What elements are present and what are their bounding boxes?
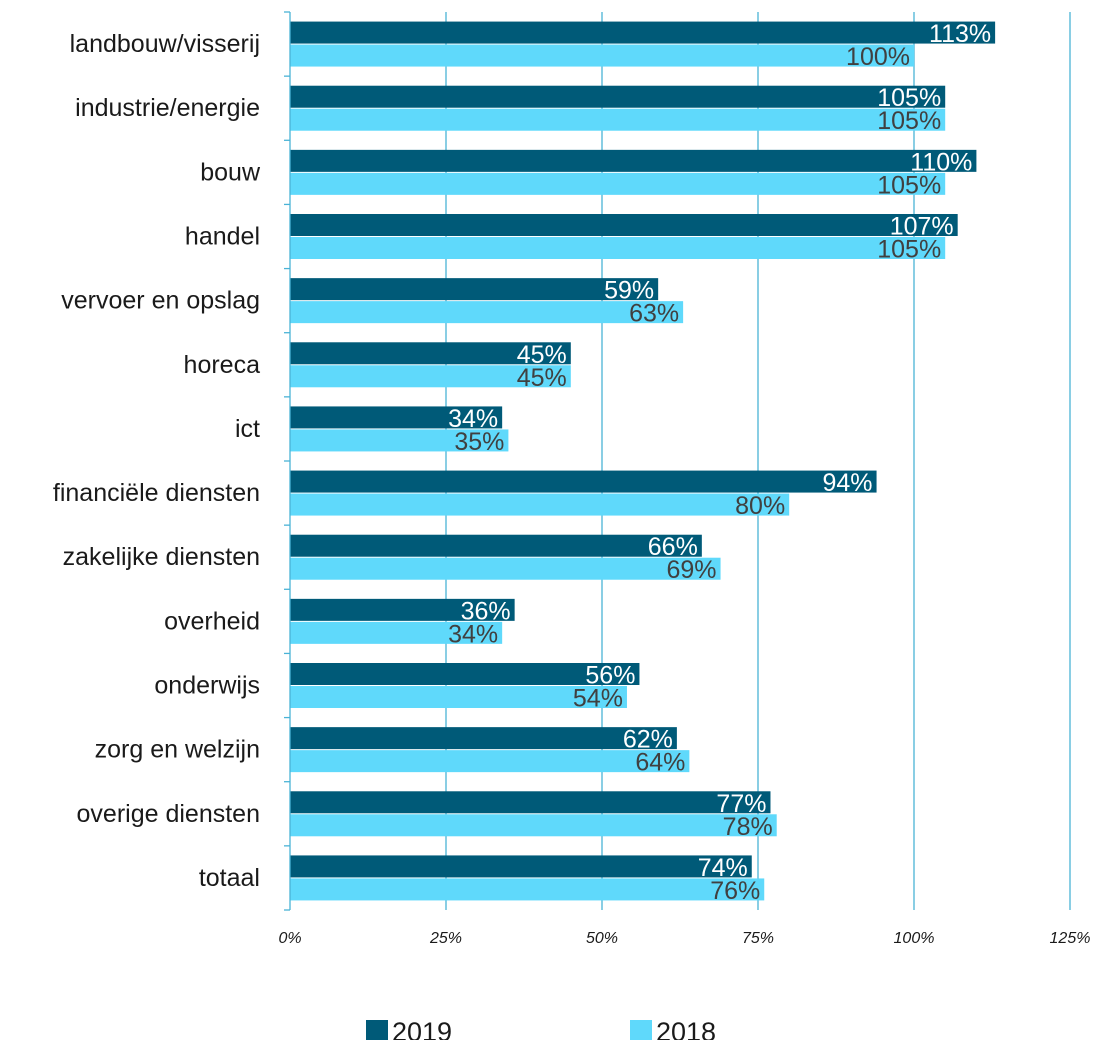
data-label-2018: 100% [846,43,910,71]
bar-2018 [290,301,684,324]
category-label: zorg en welzijn [95,736,260,764]
bar-2019 [290,663,640,685]
bar-2018 [290,621,503,644]
legend-label-2018: 2018 [656,1017,716,1040]
data-label-2019: 113% [929,20,991,48]
category-label: industrie/energie [75,94,260,122]
category-label: overige diensten [77,800,260,828]
data-label-2019: 110% [910,148,972,176]
legend-swatch-2018 [630,1020,652,1040]
y-axis [284,11,291,911]
x-tick-labels: 0% 25% 50% 75% 100% 125% [278,930,1090,947]
bar-2018 [290,750,690,773]
data-label-2018: 76% [710,877,760,905]
data-label-2018: 63% [629,300,679,328]
bar-2018 [290,429,509,452]
data-label-2019: 36% [461,597,511,625]
data-label-2018: 78% [723,813,773,841]
bar-2018 [290,493,790,516]
category-label: onderwijs [154,672,260,700]
data-label-2018: 45% [517,364,567,392]
data-label-2019: 107% [890,213,954,241]
category-label: financiële diensten [53,479,260,507]
data-label-2018: 34% [448,620,498,648]
x-tick-label: 50% [586,930,618,947]
data-label-2019: 56% [585,662,635,690]
data-label-2019: 74% [698,854,748,882]
gridlines [445,12,1071,910]
category-label: ict [235,415,260,443]
bar-2019 [290,534,702,557]
data-label-2019: 34% [448,405,498,433]
bar-2018 [290,557,721,580]
x-tick-label: 75% [742,930,774,947]
bar-2019 [290,406,503,429]
legend-label-2019: 2019 [392,1017,452,1040]
data-label-2019: 105% [877,84,941,112]
data-label-2018: 64% [635,749,685,777]
bar-2019 [290,598,515,621]
data-label-2018: 80% [735,492,785,520]
data-label-2018: 105% [877,107,941,135]
bar-2018 [290,814,777,837]
data-label-2019: 59% [604,277,654,305]
category-labels: landbouw/visserij industrie/energie bouw ha… [53,30,261,892]
data-label-2018: 35% [454,428,504,456]
bar-2019 [290,149,977,172]
data-label-2019: 94% [823,469,873,497]
data-label-2019: 66% [648,533,698,561]
category-label: zakelijke diensten [63,543,260,571]
category-label: bouw [200,158,261,186]
data-label-2019: 45% [517,341,567,369]
bar-2019 [290,791,771,814]
x-tick-label: 25% [429,930,462,947]
bar-2019 [290,85,946,108]
bar-2019 [290,21,996,44]
category-label: horeca [184,351,261,379]
bar-2019 [290,470,877,493]
data-label-2018: 105% [877,236,941,264]
data-label-2019: 77% [716,790,766,818]
bar-2018 [290,172,946,195]
x-tick-label: 125% [1050,930,1091,947]
bar-2019 [290,278,659,301]
bar-2018 [290,44,914,67]
legend: 2019 2018 [366,1017,716,1040]
bar-2019 [290,727,677,750]
category-label: handel [185,223,260,251]
data-label-2018: 69% [667,556,717,584]
data-label-2018: 54% [573,685,623,713]
x-tick-label: 0% [278,930,301,947]
category-label: landbouw/visserij [70,30,260,58]
category-label: vervoer en opslag [61,287,260,315]
bar-2018 [290,686,627,708]
category-label: totaal [199,864,260,892]
bar-2018 [290,108,946,131]
bar-2018 [290,878,765,901]
bar-2018 [290,237,946,259]
data-label-2019: 62% [623,726,673,754]
bars: 113%100%105%105%110%105%107%105%59%63%45… [290,20,996,905]
bar-2019 [290,342,571,365]
bar-2019 [290,855,752,878]
bar-2018 [290,365,571,388]
data-label-2018: 105% [877,171,941,199]
legend-swatch-2019 [366,1020,388,1040]
category-label: overheid [164,607,260,635]
x-tick-label: 100% [894,930,935,947]
bar-2019 [290,214,958,236]
